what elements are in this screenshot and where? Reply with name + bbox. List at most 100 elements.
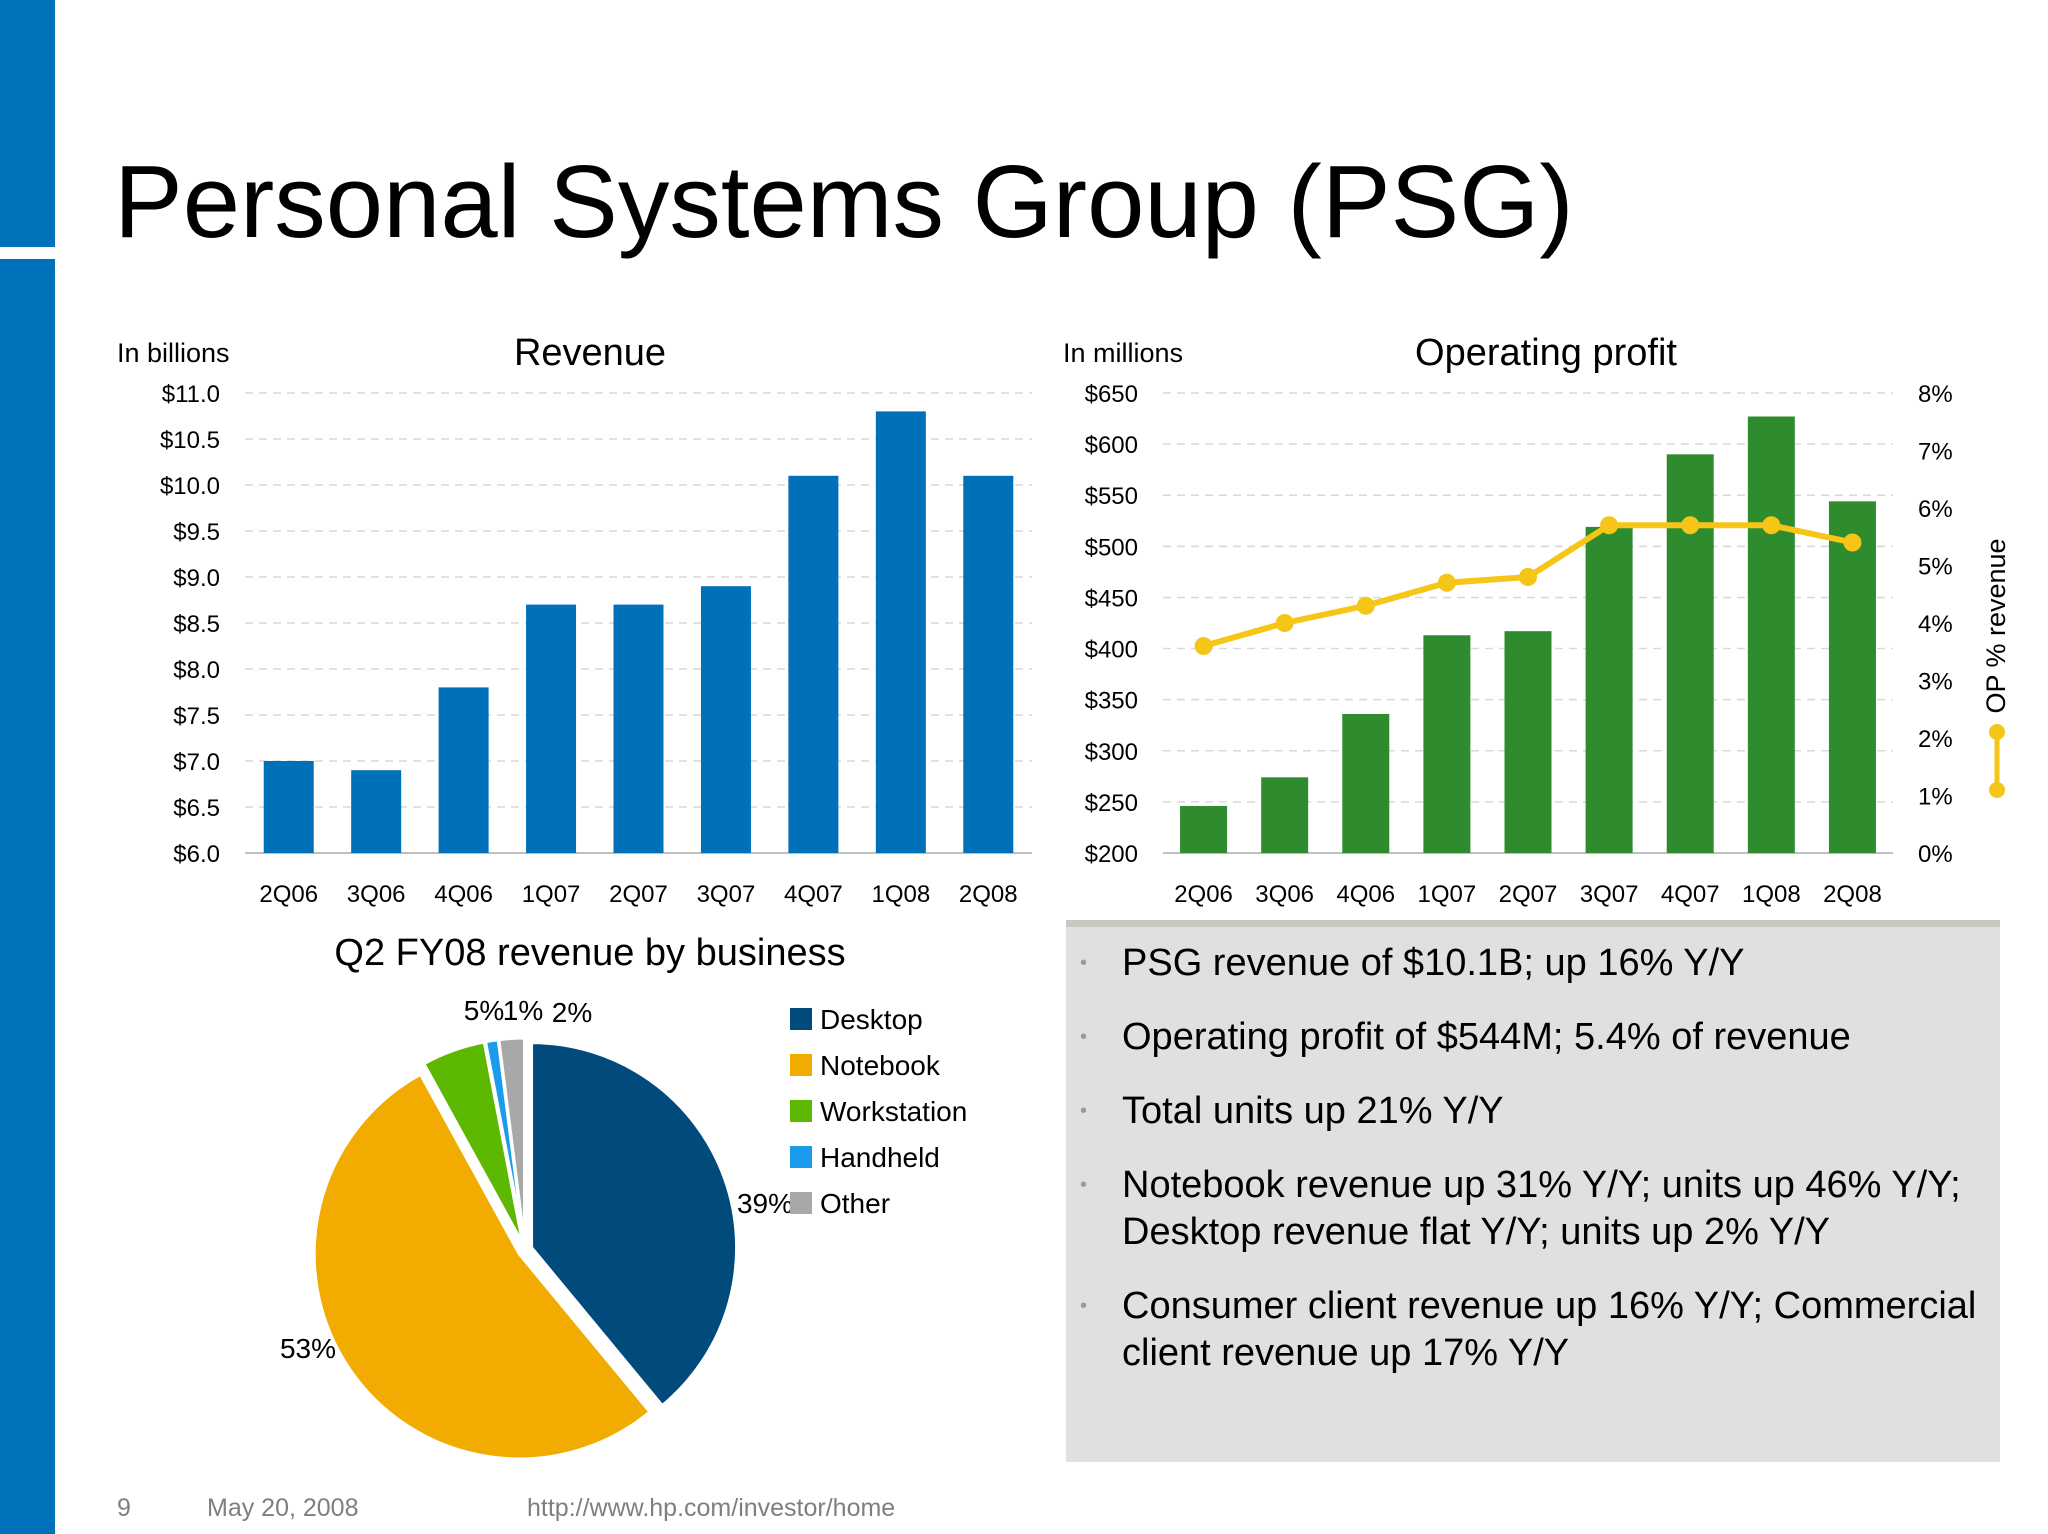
revenue-y-tick-label: $8.0 (173, 657, 220, 684)
pie-slice-label: 39% (737, 1188, 793, 1219)
op-percent-point (1437, 573, 1456, 592)
op-bar (1828, 501, 1876, 853)
revenue-x-tick-label: 4Q07 (784, 881, 843, 908)
op-unit-label: In millions (1063, 338, 1183, 368)
summary-panel (1066, 920, 2000, 1462)
op-y2-tick-label: 6% (1918, 496, 1953, 523)
pie-slice-desktop (530, 1041, 739, 1408)
revenue-y-tick-label: $7.0 (173, 749, 220, 776)
summary-bullet-list: • PSG revenue of $10.1B; up 16% Y/Y • Oper… (1080, 940, 2000, 1404)
op-y-tick-label: $550 (1085, 483, 1138, 510)
op-x-tick-label: 2Q06 (1174, 881, 1233, 908)
slide-title: Personal Systems Group (PSG) (114, 144, 1574, 259)
op-percent-point (1356, 596, 1375, 615)
legend-swatch-other (790, 1192, 812, 1214)
pie-chart-title: Q2 FY08 revenue by business (334, 932, 845, 974)
bullet-marker: • (1080, 1295, 1088, 1317)
revenue-unit-label: In billions (117, 338, 230, 368)
bullet-item: • PSG revenue of $10.1B; up 16% Y/Y (1080, 940, 2000, 987)
footer-date: May 20, 2008 (207, 1494, 359, 1522)
op-bar (1423, 635, 1471, 853)
revenue-y-tick-label: $10.5 (160, 427, 220, 454)
op-x-tick-label: 3Q06 (1255, 881, 1314, 908)
pie-slice-label: 2% (552, 997, 592, 1028)
revenue-chart-title: Revenue (514, 332, 666, 374)
bullet-marker: • (1080, 1026, 1088, 1048)
bullet-item: • Total units up 21% Y/Y (1080, 1088, 2000, 1135)
revenue-bar (963, 475, 1014, 853)
footer-url[interactable]: http://www.hp.com/investor/home (527, 1494, 896, 1522)
pie-slice-notebook (312, 1072, 652, 1461)
op-legend-marker (1989, 724, 2005, 798)
op-y2-tick-label: 4% (1918, 611, 1953, 638)
bullet-marker: • (1080, 952, 1088, 974)
op-y-tick-label: $400 (1085, 637, 1138, 664)
legend-swatch-workstation (790, 1100, 812, 1122)
revenue-bar (263, 761, 314, 853)
revenue-x-tick-label: 1Q07 (522, 881, 581, 908)
op-percent-point (1681, 516, 1700, 535)
op-bar (1747, 416, 1795, 853)
op-y-tick-label: $650 (1085, 381, 1138, 408)
op-y-tick-label: $300 (1085, 739, 1138, 766)
op-bar (1180, 805, 1228, 853)
revenue-y-tick-label: $8.5 (173, 611, 220, 638)
op-y-tick-label: $350 (1085, 688, 1138, 715)
op-percent-point (1600, 516, 1619, 535)
op-y2-tick-label: 2% (1918, 726, 1953, 753)
legend-label-workstation: Workstation (820, 1096, 967, 1127)
revenue-bar (438, 687, 489, 853)
op-percent-point (1194, 637, 1213, 655)
op-percent-point (1275, 614, 1294, 632)
revenue-bar (613, 604, 664, 853)
revenue-bar (526, 604, 577, 853)
revenue-y-tick-label: $6.5 (173, 795, 220, 822)
op-y2-tick-label: 0% (1918, 841, 1953, 868)
sidebar-accent-top (0, 0, 55, 247)
revenue-y-tick-label: $6.0 (173, 841, 220, 868)
revenue-bar (700, 586, 751, 853)
pie-slice-other (497, 1036, 527, 1244)
op-y2-tick-label: 3% (1918, 669, 1953, 696)
op-y-tick-label: $250 (1085, 790, 1138, 817)
pie-slice-label: 53% (280, 1333, 336, 1364)
revenue-x-tick-label: 2Q07 (609, 881, 668, 908)
bullet-item: • Consumer client revenue up 16% Y/Y; Com… (1080, 1285, 1977, 1374)
revenue-x-tick-label: 2Q08 (959, 881, 1018, 908)
legend-label-notebook: Notebook (820, 1050, 941, 1081)
legend-label-other: Other (820, 1188, 890, 1219)
revenue-y-tick-label: $10.0 (160, 473, 220, 500)
op-percent-point (1762, 516, 1781, 535)
legend-label-handheld: Handheld (820, 1142, 940, 1173)
op-y-tick-label: $500 (1085, 534, 1138, 561)
revenue-bar (875, 411, 926, 853)
revenue-y-tick-label: $7.5 (173, 703, 220, 730)
revenue-y-tick-label: $11.0 (162, 381, 220, 408)
pie-slice-label: 5% (464, 995, 504, 1026)
op-percent-point (1843, 533, 1862, 552)
op-bar (1585, 526, 1633, 853)
revenue-bar (788, 475, 839, 853)
legend-swatch-handheld (790, 1146, 812, 1168)
op-bar (1504, 631, 1552, 853)
footer-page-number: 9 (117, 1494, 131, 1522)
bullet-item: • Operating profit of $544M; 5.4% of reve… (1080, 1014, 2000, 1061)
op-x-tick-label: 4Q06 (1336, 881, 1395, 908)
op-y2-tick-label: 5% (1918, 554, 1953, 581)
op-y-tick-label: $450 (1085, 585, 1138, 612)
op-y2-tick-label: 8% (1918, 381, 1953, 408)
op-bar (1261, 777, 1309, 853)
op-x-tick-label: 2Q08 (1823, 881, 1882, 908)
revenue-x-tick-label: 3Q07 (697, 881, 756, 908)
legend-label-desktop: Desktop (820, 1004, 923, 1035)
legend-swatch-notebook (790, 1054, 812, 1076)
op-chart-title: Operating profit (1415, 332, 1677, 374)
op-x-tick-label: 2Q07 (1499, 881, 1558, 908)
op-x-tick-label: 1Q07 (1418, 881, 1477, 908)
op-x-tick-label: 4Q07 (1661, 881, 1720, 908)
op-percent-point (1519, 568, 1537, 586)
op-y2-tick-label: 1% (1918, 784, 1953, 811)
bullet-item: • Notebook revenue up 31% Y/Y; units up 4… (1080, 1164, 1961, 1253)
